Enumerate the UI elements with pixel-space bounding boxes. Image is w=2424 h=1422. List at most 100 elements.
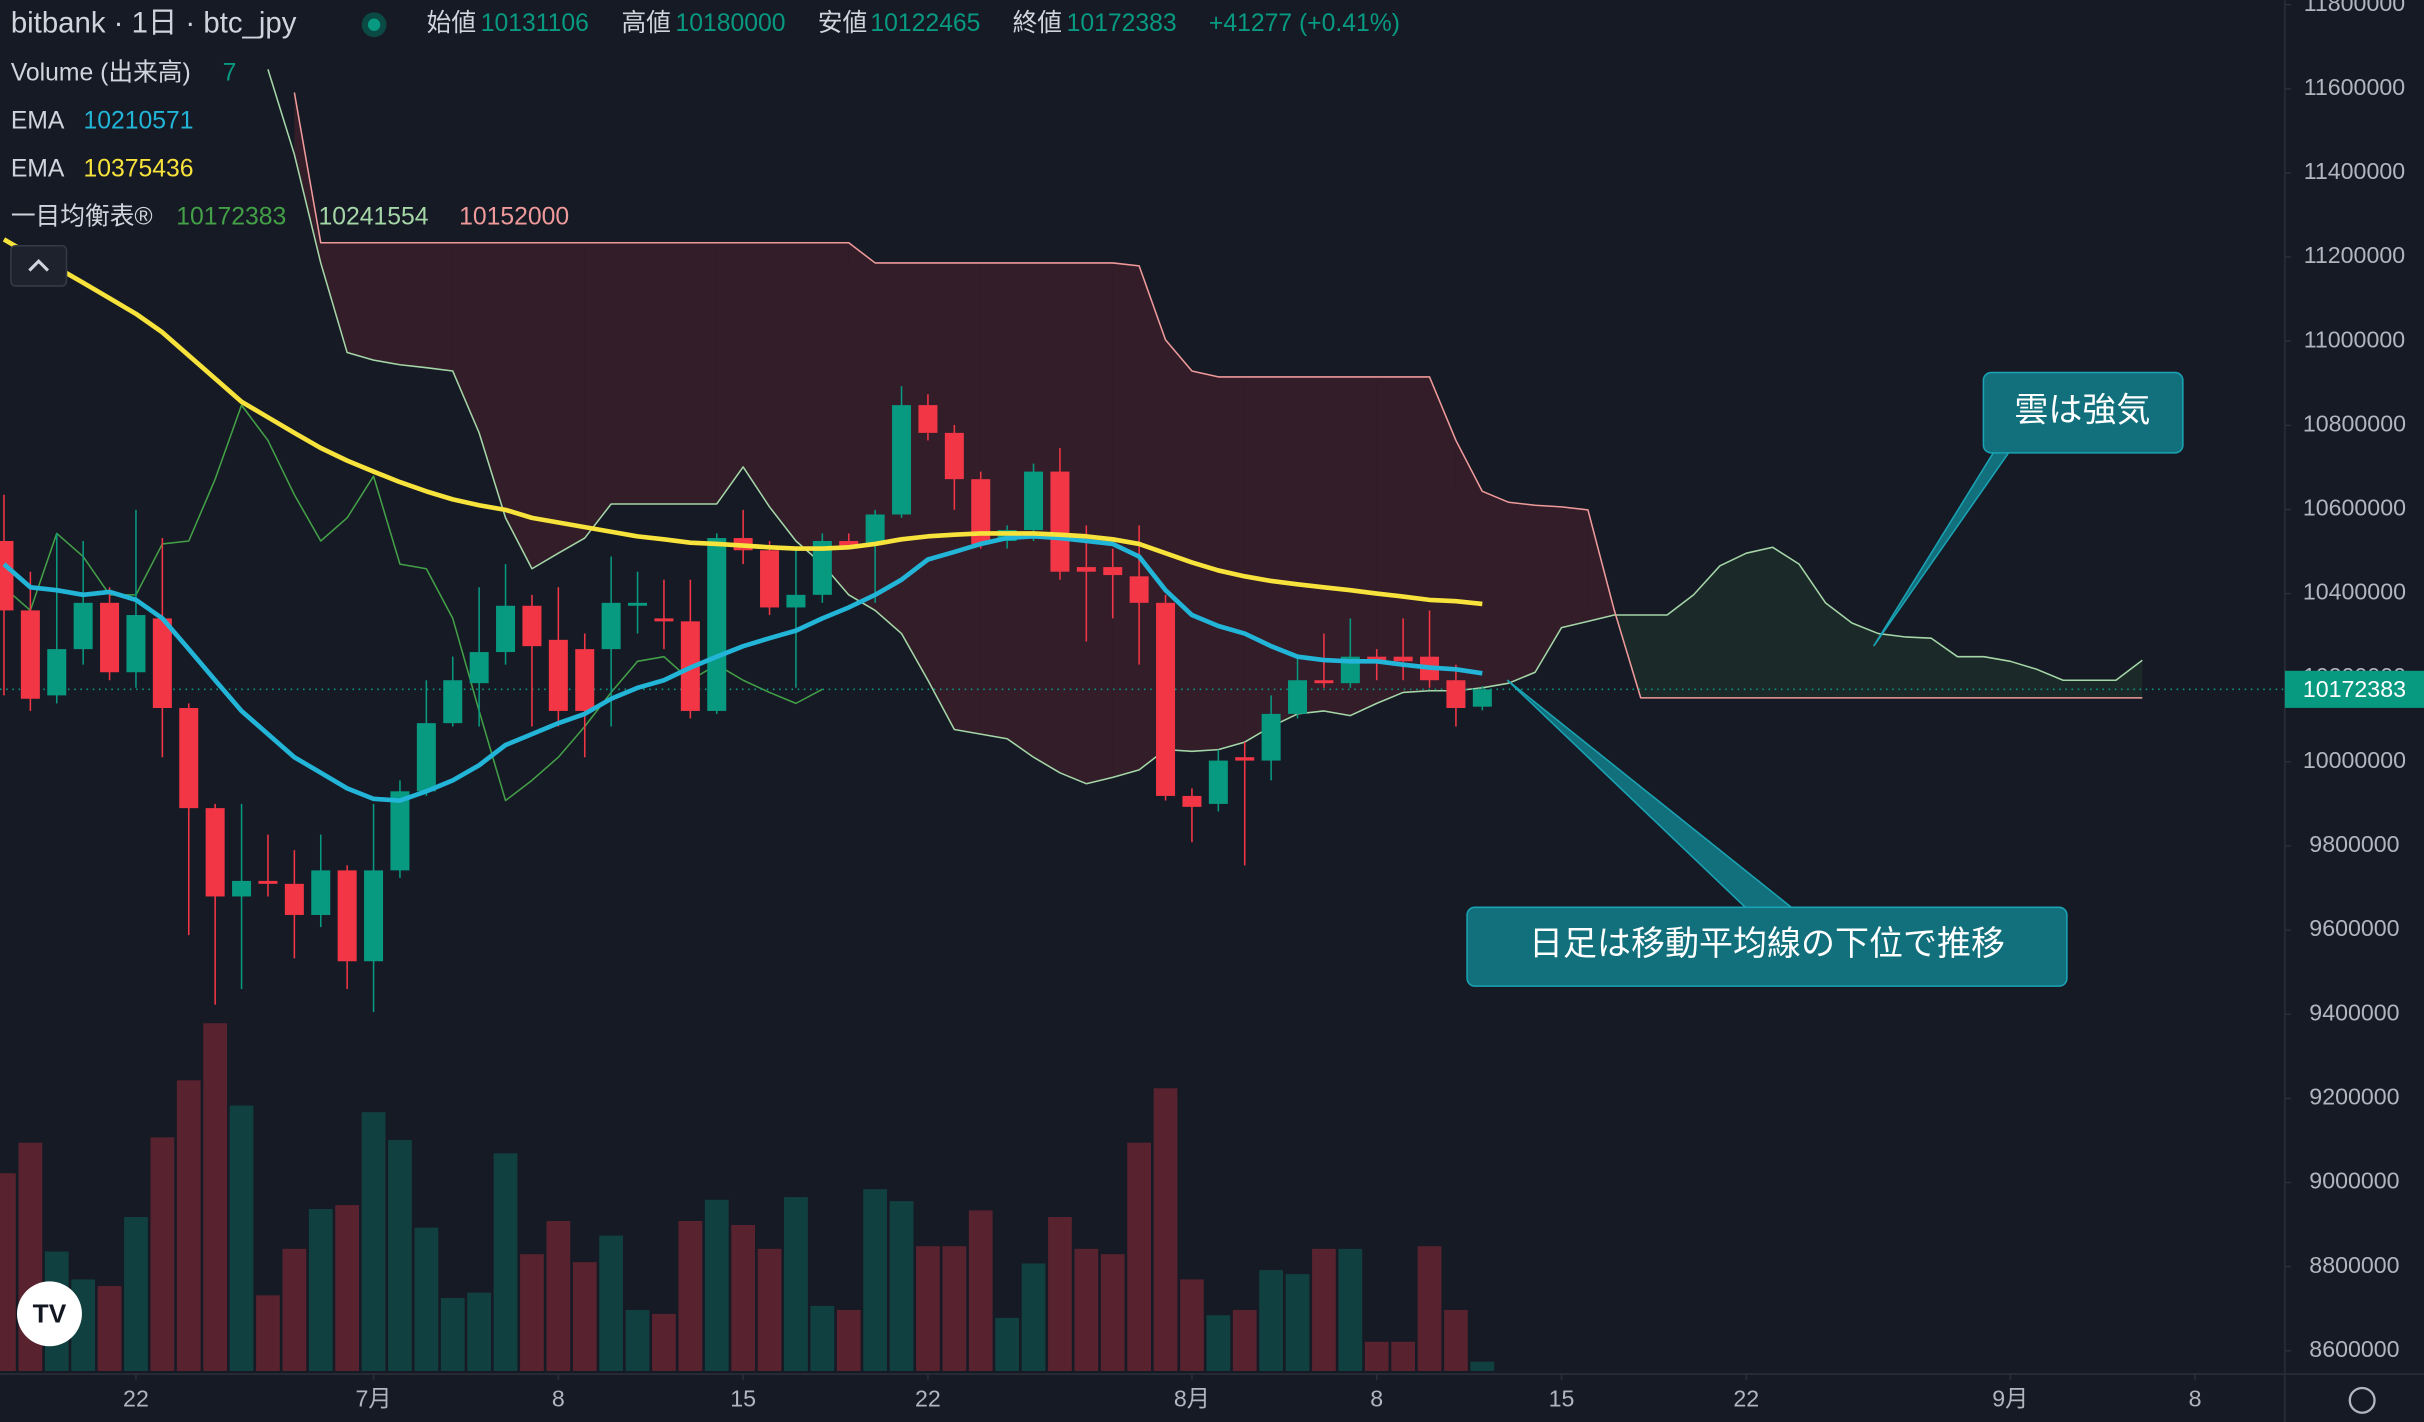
cloud bbox=[1931, 638, 1958, 698]
candle-body bbox=[1235, 757, 1255, 761]
cloud bbox=[584, 242, 612, 539]
ohlc-label: 高値 bbox=[621, 9, 670, 37]
candle-body bbox=[892, 405, 912, 515]
cloud bbox=[320, 242, 348, 353]
cloud bbox=[1007, 262, 1034, 758]
cloud bbox=[426, 242, 453, 372]
volume-bar bbox=[1021, 1263, 1046, 1371]
candle-body bbox=[47, 649, 67, 696]
volume-bar bbox=[493, 1153, 518, 1371]
volume-bar bbox=[599, 1235, 624, 1371]
candle-body bbox=[1129, 576, 1149, 603]
candle-body bbox=[1446, 680, 1466, 709]
y-tick-label: 10800000 bbox=[2303, 410, 2406, 436]
volume-bar bbox=[414, 1227, 439, 1371]
cloud bbox=[1323, 376, 1351, 716]
y-tick-label: 8800000 bbox=[2309, 1252, 2399, 1278]
cloud bbox=[743, 242, 770, 507]
volume-bar bbox=[467, 1292, 492, 1371]
x-tick-label: 22 bbox=[1733, 1385, 1759, 1411]
y-tick-label: 9600000 bbox=[2309, 915, 2399, 941]
cloud bbox=[1561, 506, 1588, 628]
callout-box bbox=[1982, 371, 2184, 454]
candle-body bbox=[390, 791, 410, 871]
candle-body bbox=[918, 405, 938, 433]
callout-box bbox=[1466, 906, 2068, 987]
volume-bar bbox=[995, 1317, 1020, 1371]
candle-body bbox=[0, 540, 14, 611]
y-tick-label: 11000000 bbox=[2304, 326, 2405, 352]
plot-area bbox=[0, 69, 2285, 1371]
candle-body bbox=[337, 870, 357, 962]
volume-bar bbox=[678, 1221, 703, 1371]
chart-title: bitbank · 1日 · btc_jpy bbox=[11, 6, 297, 39]
cloud bbox=[1482, 491, 1509, 688]
ema-line bbox=[2, 237, 1483, 607]
volume-bar bbox=[308, 1209, 333, 1371]
candle-body bbox=[232, 880, 252, 897]
candle-body bbox=[628, 602, 648, 606]
cloud bbox=[769, 242, 796, 541]
ohlc-label: 安値 bbox=[818, 9, 867, 37]
y-tick-label: 11200000 bbox=[2304, 242, 2405, 268]
volume-bar bbox=[1312, 1248, 1336, 1371]
ohlc-label: 始値 bbox=[427, 9, 476, 37]
legend-label: EMA bbox=[11, 156, 65, 183]
volume-bar bbox=[1338, 1248, 1363, 1371]
logo-badge[interactable] bbox=[17, 1281, 82, 1347]
cloud bbox=[1508, 502, 1536, 684]
volume-bar bbox=[1444, 1309, 1468, 1371]
volume-bar bbox=[784, 1197, 808, 1371]
cloud bbox=[1191, 371, 1219, 752]
candle-body bbox=[364, 870, 384, 962]
legend: bitbank · 1日 · btc_jpy 始値 10131106 高値 10… bbox=[10, 6, 1400, 287]
settings-icon[interactable] bbox=[2348, 1386, 2376, 1414]
volume-bar bbox=[1048, 1217, 1072, 1371]
ema-line bbox=[2, 534, 1483, 803]
legend-value: 10241554 bbox=[318, 203, 428, 230]
candle-body bbox=[707, 538, 727, 711]
cloud bbox=[611, 242, 638, 504]
volume-bar bbox=[1364, 1341, 1389, 1371]
volume-bar bbox=[942, 1246, 967, 1371]
cloud bbox=[479, 242, 506, 518]
collapse-icon bbox=[28, 259, 50, 272]
candle-body bbox=[575, 649, 595, 711]
volume-bar bbox=[1153, 1088, 1178, 1371]
candle-body bbox=[944, 432, 964, 480]
cloud bbox=[399, 242, 427, 368]
cloud bbox=[1033, 262, 1060, 773]
cloud bbox=[294, 92, 321, 263]
cloud bbox=[1403, 376, 1430, 693]
x-tick-label: 15 bbox=[1549, 1385, 1575, 1411]
collapse-button[interactable] bbox=[10, 244, 68, 287]
volume-bar bbox=[1180, 1279, 1204, 1371]
cloud bbox=[1350, 376, 1377, 716]
volume-bar bbox=[203, 1023, 228, 1371]
cloud bbox=[637, 242, 664, 504]
legend-value: 10152000 bbox=[459, 203, 569, 230]
annotations: 雲は強気 日足は移動平均線の下位で推移 bbox=[1466, 371, 2184, 987]
candle-body bbox=[601, 602, 621, 650]
legend-label: Volume (出来高) bbox=[11, 59, 191, 87]
volume-bar bbox=[1074, 1248, 1099, 1371]
volume-bar bbox=[335, 1205, 360, 1371]
candle-body bbox=[284, 883, 304, 915]
cloud bbox=[795, 242, 823, 565]
candle-body bbox=[1024, 471, 1044, 531]
volume-bar bbox=[282, 1248, 307, 1371]
candle-body bbox=[100, 602, 120, 673]
candle-body bbox=[971, 479, 991, 544]
candle-body bbox=[1208, 760, 1228, 804]
cloud bbox=[848, 242, 876, 611]
candle-body bbox=[865, 514, 885, 544]
cloud bbox=[663, 242, 691, 504]
y-tick-label: 10000000 bbox=[2303, 747, 2406, 773]
candle-body bbox=[654, 618, 674, 622]
x-tick-label: 22 bbox=[123, 1385, 149, 1411]
cloud bbox=[1535, 505, 1562, 673]
volume-bar bbox=[520, 1254, 544, 1371]
candle-body bbox=[1288, 680, 1308, 714]
cloud bbox=[1983, 656, 2011, 698]
